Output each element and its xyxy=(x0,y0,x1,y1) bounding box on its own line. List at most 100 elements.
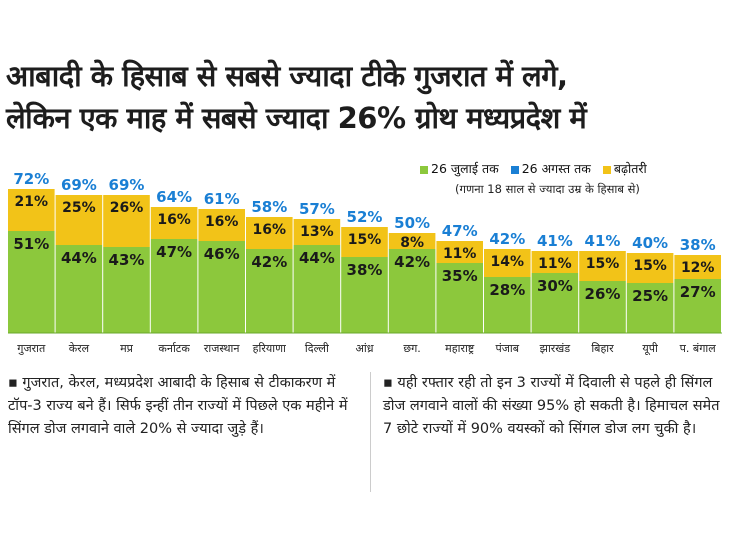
bar-growth-9 xyxy=(436,241,483,263)
bar-july-7 xyxy=(341,257,388,333)
label-growth-12: 15% xyxy=(586,256,620,272)
label-july-1: 44% xyxy=(61,249,97,267)
bar-growth-8 xyxy=(388,233,436,249)
bar-growth-2 xyxy=(103,195,150,247)
label-growth-2: 26% xyxy=(110,200,144,216)
bar-july-13 xyxy=(626,283,674,333)
bar-growth-3 xyxy=(150,207,198,239)
label-growth-7: 15% xyxy=(348,232,382,248)
label-growth-4: 16% xyxy=(205,214,239,230)
label-growth-14: 12% xyxy=(681,260,715,276)
label-july-13: 25% xyxy=(632,287,668,305)
bar-july-12 xyxy=(579,281,626,333)
label-total-11: 41% xyxy=(537,232,573,250)
bar-growth-7 xyxy=(341,227,388,257)
label-total-14: 38% xyxy=(680,236,716,254)
label-july-6: 44% xyxy=(299,249,335,267)
headline-line-2: लेकिन एक माह में सबसे ज्यादा 26% ग्रोथ म… xyxy=(6,101,587,135)
label-july-11: 30% xyxy=(537,277,573,295)
label-growth-13: 15% xyxy=(633,258,667,274)
legend-note: (गणना 18 साल से ज्यादा उम्र के हिसाब से) xyxy=(455,182,640,196)
bar-july-0 xyxy=(8,231,55,333)
bar-growth-5 xyxy=(246,217,293,249)
label-july-3: 47% xyxy=(156,243,192,261)
legend-label-july: 26 जुलाई तक xyxy=(431,161,499,176)
bar-july-3 xyxy=(150,239,198,333)
label-total-5: 58% xyxy=(251,198,287,216)
bar-growth-10 xyxy=(484,249,531,277)
bar-growth-14 xyxy=(674,255,721,279)
bar-july-6 xyxy=(293,245,341,333)
bar-july-1 xyxy=(55,245,103,333)
bar-growth-1 xyxy=(55,195,103,245)
label-growth-10: 14% xyxy=(491,254,525,270)
headline-line-1: आबादी के हिसाब से सबसे ज्यादा टीके गुजरा… xyxy=(6,59,568,93)
category-label-6: दिल्ली xyxy=(305,342,329,355)
label-july-14: 27% xyxy=(680,283,716,301)
stacked-bar-chart: 51% 21% 72% गुजरात 44% 25% 69% केरल 43% 26% 69% मप्… xyxy=(8,170,722,356)
label-total-3: 64% xyxy=(156,188,192,206)
label-total-8: 50% xyxy=(394,214,430,232)
bar-july-10 xyxy=(484,277,531,333)
category-label-10: पंजाब xyxy=(496,342,520,355)
legend-swatch-july xyxy=(420,165,428,174)
label-total-2: 69% xyxy=(109,176,145,194)
category-label-5: हरियाणा xyxy=(253,342,286,355)
legend-swatch-august xyxy=(510,165,519,174)
legend-swatch-growth xyxy=(602,165,611,174)
label-growth-6: 13% xyxy=(300,224,334,240)
label-total-9: 47% xyxy=(442,222,478,240)
label-total-1: 69% xyxy=(61,176,97,194)
label-growth-5: 16% xyxy=(253,222,287,238)
bar-july-14 xyxy=(674,279,721,333)
bar-july-4 xyxy=(198,241,245,333)
label-july-9: 35% xyxy=(442,267,478,285)
category-label-0: गुजरात xyxy=(17,342,46,355)
label-total-7: 52% xyxy=(347,208,383,226)
label-growth-11: 11% xyxy=(538,256,572,272)
category-label-14: प. बंगाल xyxy=(680,342,717,355)
category-label-11: झारखंड xyxy=(540,342,571,355)
category-label-8: छग. xyxy=(403,342,420,355)
bar-growth-6 xyxy=(293,219,341,245)
notes-divider xyxy=(370,372,371,492)
label-growth-3: 16% xyxy=(157,212,191,228)
bar-july-9 xyxy=(436,263,483,333)
bar-july-5 xyxy=(246,249,293,333)
bar-july-8 xyxy=(388,249,436,333)
label-growth-8: 8% xyxy=(400,235,424,251)
category-label-12: बिहार xyxy=(591,342,614,355)
label-total-12: 41% xyxy=(585,232,621,250)
bar-growth-0 xyxy=(8,189,55,231)
label-july-0: 51% xyxy=(13,235,49,253)
category-label-1: केरल xyxy=(69,342,90,355)
headline: आबादी के हिसाब से सबसे ज्यादा टीके गुजरा… xyxy=(6,55,726,139)
label-total-13: 40% xyxy=(632,234,668,252)
label-total-4: 61% xyxy=(204,190,240,208)
bar-july-2 xyxy=(103,247,150,333)
legend-label-august: 26 अगस्त तक xyxy=(521,161,591,176)
label-july-7: 38% xyxy=(347,261,383,279)
label-july-8: 42% xyxy=(394,253,430,271)
bar-growth-4 xyxy=(198,209,245,241)
bar-growth-12 xyxy=(579,251,626,281)
bar-july-11 xyxy=(531,273,579,333)
bar-growth-11 xyxy=(531,251,579,273)
label-july-5: 42% xyxy=(251,253,287,271)
category-label-3: कर्नाटक xyxy=(158,342,190,355)
label-july-2: 43% xyxy=(109,251,145,269)
category-label-7: आंध्र xyxy=(355,342,373,355)
label-july-4: 46% xyxy=(204,245,240,263)
legend: 26 जुलाई तक 26 अगस्त तक बढ़ोतरी xyxy=(412,160,647,177)
label-july-12: 26% xyxy=(585,285,621,303)
legend-label-growth: बढ़ोतरी xyxy=(613,161,647,176)
category-label-2: मप्र xyxy=(120,342,134,355)
label-total-10: 42% xyxy=(489,230,525,248)
label-july-10: 28% xyxy=(489,281,525,299)
label-growth-0: 21% xyxy=(15,194,49,210)
bar-growth-13 xyxy=(626,253,674,283)
label-total-6: 57% xyxy=(299,200,335,218)
label-growth-9: 11% xyxy=(443,246,477,262)
category-label-13: यूपी xyxy=(642,342,658,356)
label-growth-1: 25% xyxy=(62,200,96,216)
